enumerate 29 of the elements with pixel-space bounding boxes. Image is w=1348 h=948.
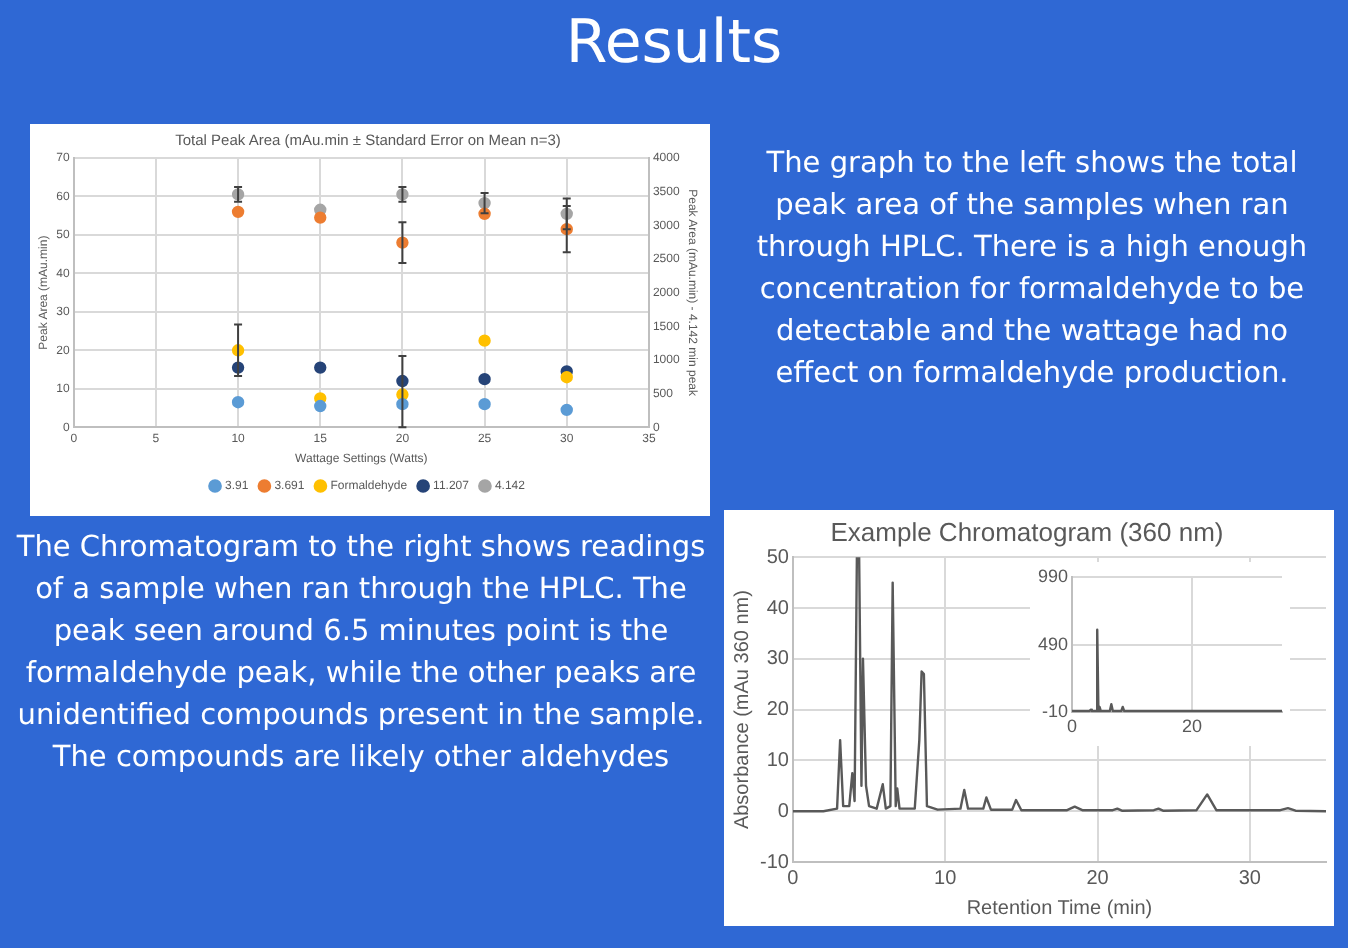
y-tick-label: -10 bbox=[1042, 701, 1069, 722]
point bbox=[231, 396, 245, 409]
point bbox=[314, 361, 327, 374]
y-tick-label: 30 bbox=[766, 648, 790, 671]
point bbox=[560, 371, 573, 384]
text: The Chromatogram to the right shows readings of a sample when ran through the HPLC. The peak seen around 6.5 minutes point is the formaldehyde peak, while the other peaks are unidentified compounds present in the sample. The compounds are likely other aldehydes bbox=[16, 530, 706, 778]
text: Results bbox=[563, 6, 785, 82]
text: The graph to the left shows the total peak area of the samples when ran through HPLC. There is a high enough concentration for formaldehyde to be detectable and the wattage had no effect on formaldehyde production. bbox=[754, 146, 1310, 394]
y-tick-label: 10 bbox=[766, 749, 790, 772]
y-tick-label: 490 bbox=[1037, 633, 1069, 654]
y-tick-label: 990 bbox=[1037, 565, 1069, 586]
point bbox=[478, 397, 491, 411]
x-tick-label: 10 bbox=[934, 867, 958, 890]
point bbox=[231, 205, 245, 219]
point bbox=[314, 211, 327, 224]
y-tick-label: -10 bbox=[760, 851, 790, 874]
x-tick-label: 30 bbox=[1238, 867, 1262, 890]
point bbox=[478, 372, 491, 386]
y-tick-label: 50 bbox=[766, 546, 790, 569]
y-tick-label: 20 bbox=[766, 699, 790, 722]
x-tick-label: 20 bbox=[1086, 867, 1110, 890]
chart-title: Example Chromatogram (360 nm) bbox=[830, 516, 1224, 547]
y-tick-label: 0 bbox=[777, 800, 790, 823]
point bbox=[478, 334, 491, 347]
y-tick-label: 40 bbox=[766, 597, 790, 620]
y-axis-title: Absorbance (mAu 360 nm) bbox=[731, 590, 754, 830]
point bbox=[560, 403, 573, 417]
x-axis-title: Retention Time (min) bbox=[966, 897, 1153, 920]
point bbox=[314, 399, 327, 413]
